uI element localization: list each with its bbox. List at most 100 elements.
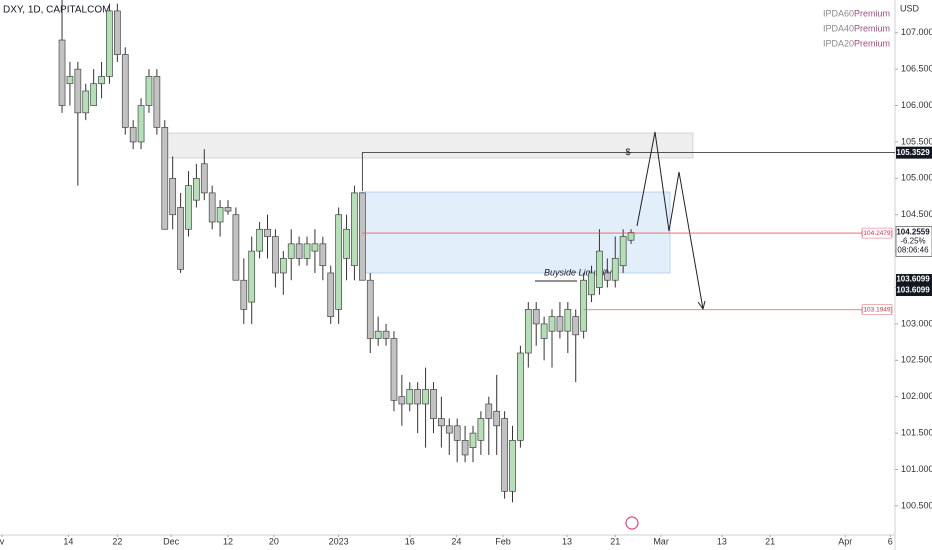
candle-body — [232, 214, 240, 281]
candle-body — [335, 214, 342, 310]
candle-body — [216, 207, 224, 223]
candle-body — [240, 279, 248, 310]
candle-body — [509, 440, 516, 492]
candle-body — [279, 258, 287, 274]
x-tick-label: 12 — [223, 536, 233, 546]
candle-body — [208, 192, 216, 223]
level-label-box — [861, 227, 893, 239]
candle-body — [374, 330, 382, 339]
candle-body — [169, 177, 177, 216]
last-price: 104.2559 — [896, 228, 930, 237]
x-tick-label: 14 — [63, 536, 73, 546]
candle-body — [453, 425, 461, 441]
y-tick-label: 106.0000 — [901, 100, 932, 110]
candle-body — [619, 236, 627, 267]
projection-path — [636, 131, 704, 310]
price-marker: 103.6099 — [896, 275, 930, 284]
icon[interactable] — [625, 516, 639, 530]
candle-body — [114, 10, 121, 55]
liquidity-mark: $ — [625, 147, 630, 157]
candle-body — [295, 243, 303, 259]
candle-body — [256, 228, 263, 252]
candle-body — [161, 127, 169, 230]
projection-arrow — [697, 300, 706, 311]
candle-body — [82, 90, 90, 114]
y-tick-label: 101.0000 — [901, 464, 932, 474]
y-tick-label: 105.5000 — [901, 136, 932, 146]
candle-body — [540, 323, 548, 339]
x-tick-label: 20 — [269, 536, 279, 546]
x-tick-label: 16 — [405, 536, 415, 546]
liquidity-label: 105.3529 — [896, 148, 930, 157]
candle-body — [319, 243, 327, 267]
x-tick-label: 21 — [765, 536, 775, 546]
candle-body — [185, 185, 192, 230]
candle-body — [564, 309, 572, 332]
last-price-box — [895, 226, 932, 257]
x-tick-label: 13 — [562, 536, 572, 546]
countdown: 08:06:46 — [897, 246, 929, 255]
chart-title: DXY, 1D, CAPITALCOM — [3, 5, 110, 16]
candle-body — [422, 389, 429, 405]
y-tick-label: 102.0000 — [901, 391, 932, 401]
x-tick-label: Dec — [163, 536, 180, 546]
legend-name: IPDA40 — [823, 23, 854, 33]
candle-body — [596, 250, 603, 288]
candle-body — [588, 272, 595, 296]
candle-body — [121, 54, 129, 128]
candle-body — [366, 279, 374, 339]
candle-body — [58, 39, 66, 106]
candle-body — [193, 177, 200, 201]
candle-body — [327, 272, 335, 317]
candle-body — [66, 76, 74, 85]
x-tick-label: 21 — [610, 536, 620, 546]
candle-body — [493, 410, 501, 427]
annotation: Buyside Liquidity — [544, 267, 612, 277]
candle-body — [611, 258, 619, 281]
candle-body — [248, 250, 256, 303]
level-label: (103.1949) — [861, 306, 892, 313]
y-tick-label: 105.0000 — [901, 173, 932, 183]
x-tick-label: 6 — [888, 536, 893, 546]
candle-body — [461, 440, 469, 456]
candle-body — [98, 76, 105, 85]
level-label: (104.2479) — [861, 230, 892, 237]
candle-body — [406, 389, 414, 405]
currency: USD — [900, 3, 920, 13]
x-tick-label: v — [0, 536, 5, 546]
candle-body — [572, 316, 580, 336]
liquidity-box — [896, 146, 932, 159]
candle-body — [129, 127, 137, 143]
x-tick-label: Mar — [653, 536, 669, 546]
candle-body — [358, 192, 366, 281]
candle-body — [343, 228, 350, 259]
candle-body — [627, 232, 635, 241]
candle-body — [106, 10, 113, 77]
candle-body — [145, 76, 153, 106]
y-tick-label: 104.5000 — [901, 209, 932, 219]
candle-body — [177, 207, 184, 270]
candle-body — [264, 228, 271, 237]
candle-body — [311, 243, 319, 252]
candle-body — [351, 192, 358, 267]
change: -6.25% — [900, 237, 925, 246]
candle-body — [430, 389, 437, 419]
candle-body — [398, 396, 406, 405]
legend-label: Premium — [854, 23, 890, 33]
candle-body — [501, 418, 508, 492]
y-tick-label: 107.0000 — [901, 27, 932, 37]
candle-body — [90, 83, 97, 106]
candle-body — [485, 403, 493, 419]
y-tick-label: 101.5000 — [901, 427, 932, 437]
premium-zone — [164, 132, 694, 159]
x-tick-label: 22 — [112, 536, 122, 546]
y-tick-label: 100.5000 — [901, 500, 932, 510]
candle-body — [153, 76, 161, 128]
candle-body — [303, 243, 311, 259]
legend-label: Premium — [854, 8, 890, 18]
candle-body — [556, 316, 564, 332]
candle-body — [414, 389, 422, 405]
price-marker-box — [896, 285, 932, 297]
candle-body — [287, 243, 295, 259]
